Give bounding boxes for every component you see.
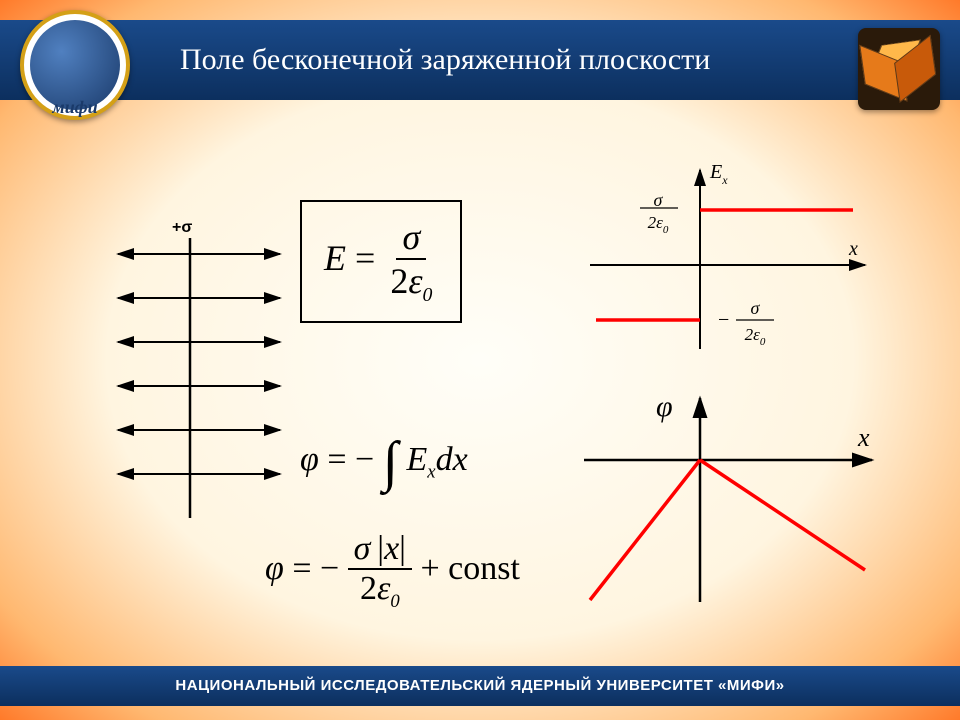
integral-sign-icon: ∫ — [383, 431, 398, 493]
svg-text:2ε0: 2ε0 — [648, 213, 669, 236]
phi-lhs: φ — [300, 441, 319, 478]
phi-eq: = − — [327, 441, 382, 478]
footer-text: НАЦИОНАЛЬНЫЙ ИССЛЕДОВАТЕЛЬСКИЙ ЯДЕРНЫЙ У… — [175, 677, 784, 694]
formula-E-lhs: E — [324, 238, 346, 278]
graph-phi-vs-x: φx — [570, 390, 880, 615]
graph-E-vs-x: Exxσ2ε0−σ2ε0 — [570, 160, 880, 360]
phi2-plus: + — [420, 550, 448, 587]
svg-text:x: x — [848, 238, 858, 260]
phi2-num: σ |x| — [348, 530, 412, 570]
cube-icon — [867, 37, 930, 100]
formula-phi-closed: φ = − σ |x| 2ε0 + const — [265, 530, 520, 613]
svg-text:φ: φ — [656, 390, 673, 423]
integrand-dx: dx — [436, 441, 468, 478]
svg-text:x: x — [857, 423, 870, 452]
svg-text:2ε0: 2ε0 — [745, 325, 766, 348]
svg-text:σ: σ — [654, 190, 664, 210]
field-lines-diagram: +σ — [110, 218, 290, 533]
university-logo-left: мифи — [20, 10, 130, 120]
phi2-const: const — [448, 550, 520, 587]
logo-right-box — [858, 28, 940, 110]
svg-text:Ex: Ex — [709, 161, 728, 187]
formula-eq: = — [355, 238, 384, 278]
phi2-den: 2ε0 — [354, 570, 406, 613]
formula-phi-integral: φ = − ∫ Exdx — [300, 430, 468, 494]
formula-E-den: 2ε0 — [384, 260, 438, 307]
logo-left-text: мифи — [24, 97, 126, 118]
phi2-fraction: σ |x| 2ε0 — [348, 530, 412, 613]
phi2-eq: = − — [292, 550, 347, 587]
formula-E-box: E = σ 2ε0 — [300, 200, 462, 323]
footer-bar: НАЦИОНАЛЬНЫЙ ИССЛЕДОВАТЕЛЬСКИЙ ЯДЕРНЫЙ У… — [0, 666, 960, 706]
integrand-sub: x — [427, 462, 435, 483]
content-area: +σ E = σ 2ε0 Exxσ2ε0−σ2ε0 φ = − ∫ Exdx φ… — [0, 140, 960, 660]
slide-title: Поле бесконечной заряженной плоскости — [180, 43, 710, 77]
svg-text:−: − — [718, 309, 729, 331]
svg-text:σ: σ — [751, 298, 761, 318]
phi2-lhs: φ — [265, 550, 284, 587]
formula-E-num: σ — [396, 216, 426, 260]
header-bar: мифи Поле бесконечной заряженной плоскос… — [0, 20, 960, 100]
svg-text:+σ: +σ — [172, 219, 192, 236]
integrand-E: E — [407, 441, 428, 478]
formula-E-fraction: σ 2ε0 — [384, 216, 438, 307]
